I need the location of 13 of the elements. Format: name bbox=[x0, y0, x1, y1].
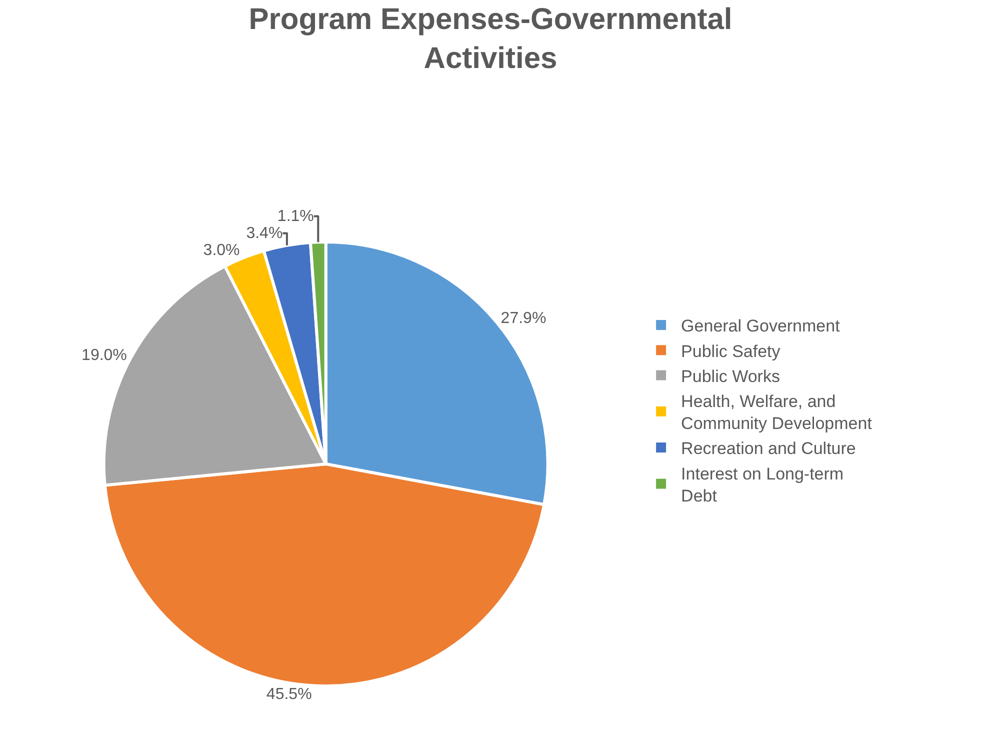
data-label: 1.1% bbox=[277, 208, 314, 225]
data-label: 45.5% bbox=[266, 686, 312, 703]
data-label: 3.4% bbox=[246, 224, 283, 242]
chart-title: Program Expenses-Governmental Activities bbox=[248, 3, 732, 76]
data-label: 27.9% bbox=[500, 310, 546, 328]
legend-label: Public Works bbox=[681, 366, 780, 386]
legend-label: Health, Welfare, and Community Development bbox=[681, 392, 872, 434]
data-label: 3.0% bbox=[203, 242, 240, 259]
data-label: 19.0% bbox=[82, 346, 127, 364]
legend-label: General Government bbox=[681, 316, 840, 336]
legend-label: Interest on Long-term Debt bbox=[681, 464, 844, 506]
legend-label: Public Safety bbox=[681, 342, 781, 361]
legend-label: Recreation and Culture bbox=[681, 439, 856, 458]
